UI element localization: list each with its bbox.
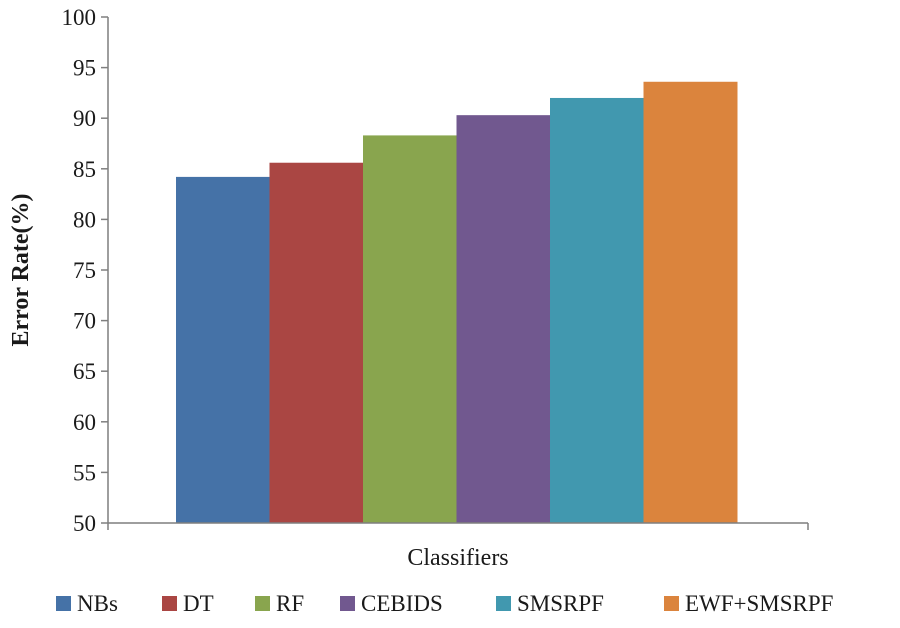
legend-label: CEBIDS xyxy=(361,591,443,616)
legend-label: EWF+SMSRPF xyxy=(685,591,833,616)
legend-swatch-cebids xyxy=(340,596,355,611)
bar-dt xyxy=(269,162,364,523)
y-axis-title: Error Rate(%) xyxy=(8,193,34,346)
y-tick-label: 60 xyxy=(73,410,96,435)
legend-label: DT xyxy=(183,591,214,616)
legend-swatch-dt xyxy=(162,596,177,611)
x-axis-title: Classifiers xyxy=(407,545,508,571)
legend-swatch-ewf-smsrpf xyxy=(664,596,679,611)
y-tick-label: 80 xyxy=(73,207,96,232)
bars xyxy=(107,81,809,530)
y-tick-label: 55 xyxy=(73,460,96,485)
bar-cebids xyxy=(456,115,551,523)
legend-swatch-nbs xyxy=(56,596,71,611)
legend: NBs DT RF CEBIDS SMSRPF EWF+SMSRPF xyxy=(56,591,833,616)
y-tick-label: 100 xyxy=(62,5,97,30)
bar-rf xyxy=(363,135,457,524)
bar-smsrpf xyxy=(550,97,644,524)
y-axis-ticks: 50 55 60 65 70 75 80 85 90 95 100 xyxy=(62,5,108,536)
y-tick-label: 95 xyxy=(73,56,96,81)
bar-nbs xyxy=(176,176,270,523)
bar-ewf-smsrpf xyxy=(643,81,738,523)
y-tick-label: 90 xyxy=(73,106,96,131)
y-tick-label: 50 xyxy=(73,511,96,536)
legend-swatch-rf xyxy=(255,596,270,611)
legend-label: SMSRPF xyxy=(517,591,604,616)
y-tick-label: 70 xyxy=(73,309,96,334)
legend-swatch-smsrpf xyxy=(496,596,511,611)
y-tick-label: 75 xyxy=(73,258,96,283)
legend-label: NBs xyxy=(77,591,118,616)
y-tick-label: 65 xyxy=(73,359,96,384)
legend-label: RF xyxy=(276,591,304,616)
y-tick-label: 85 xyxy=(73,157,96,182)
